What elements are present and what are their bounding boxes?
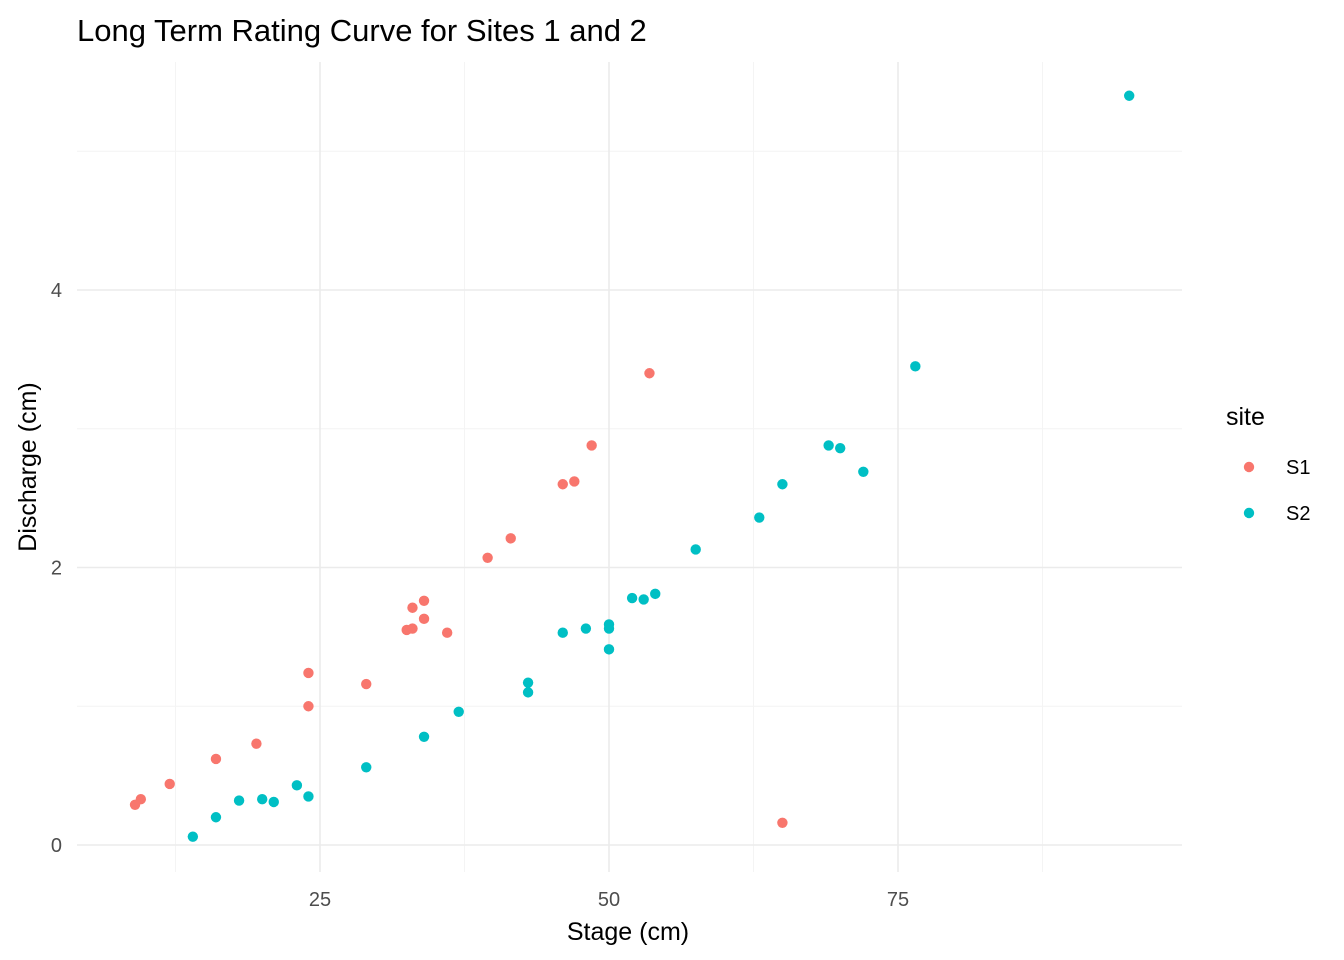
data-point xyxy=(910,361,921,372)
chart-title: Long Term Rating Curve for Sites 1 and 2 xyxy=(77,13,647,48)
data-point xyxy=(482,552,493,563)
data-point xyxy=(233,795,245,806)
y-tick-label: 2 xyxy=(51,558,62,580)
y-axis-ticks: 0 2 4 xyxy=(51,280,62,857)
data-point xyxy=(580,623,592,634)
data-point xyxy=(522,687,534,698)
data-point xyxy=(268,796,279,808)
legend-label: S2 xyxy=(1286,503,1310,525)
data-point xyxy=(522,677,534,688)
data-point xyxy=(441,627,453,638)
data-point xyxy=(303,667,314,679)
data-point xyxy=(505,533,516,544)
data-point xyxy=(418,731,430,742)
data-point xyxy=(1124,90,1135,101)
legend-key xyxy=(1243,461,1255,473)
data-point xyxy=(638,594,649,605)
data-point xyxy=(823,440,834,451)
legend-items: S1 S2 xyxy=(1243,457,1310,525)
data-point xyxy=(569,476,580,487)
data-point xyxy=(603,644,615,655)
data-point xyxy=(650,588,661,600)
grid xyxy=(77,62,1182,872)
data-point xyxy=(557,479,568,490)
data-point xyxy=(453,706,464,717)
data-point xyxy=(187,831,199,842)
data-point xyxy=(644,368,655,379)
data-point xyxy=(210,753,222,765)
data-point xyxy=(303,791,314,802)
data-point xyxy=(210,812,222,823)
data-point xyxy=(690,544,701,555)
legend-key xyxy=(1243,507,1255,519)
x-axis-title: Stage (cm) xyxy=(567,918,689,946)
legend: site S1 S2 xyxy=(1226,403,1310,525)
series-s2 xyxy=(187,90,1135,842)
data-point xyxy=(291,780,303,791)
data-point xyxy=(407,602,418,613)
data-point xyxy=(835,442,846,454)
data-point xyxy=(135,794,147,805)
data-point xyxy=(361,762,372,773)
legend-label: S1 xyxy=(1286,457,1310,479)
data-point xyxy=(407,623,418,634)
y-axis-title: Discharge (cm) xyxy=(14,382,42,551)
data-point xyxy=(164,778,175,790)
legend-title: site xyxy=(1226,403,1265,431)
data-point xyxy=(418,595,430,606)
data-point xyxy=(361,678,372,690)
series-s1 xyxy=(129,368,788,828)
data-point xyxy=(858,466,869,477)
x-tick-label: 50 xyxy=(598,889,620,911)
x-tick-label: 25 xyxy=(309,889,331,911)
data-point xyxy=(603,619,615,630)
data-point xyxy=(557,627,568,638)
data-point xyxy=(777,479,788,490)
y-tick-label: 0 xyxy=(51,835,62,857)
x-tick-label: 75 xyxy=(887,889,909,911)
data-point xyxy=(626,592,638,604)
data-point xyxy=(586,440,597,451)
data-point xyxy=(777,817,788,828)
data-point xyxy=(754,512,765,523)
data-point xyxy=(251,738,262,749)
data-point xyxy=(303,701,314,712)
data-point xyxy=(418,613,430,625)
y-tick-label: 4 xyxy=(51,280,62,302)
data-points xyxy=(129,90,1135,842)
data-point xyxy=(257,794,268,805)
x-axis-ticks: 25 50 75 xyxy=(309,889,909,911)
